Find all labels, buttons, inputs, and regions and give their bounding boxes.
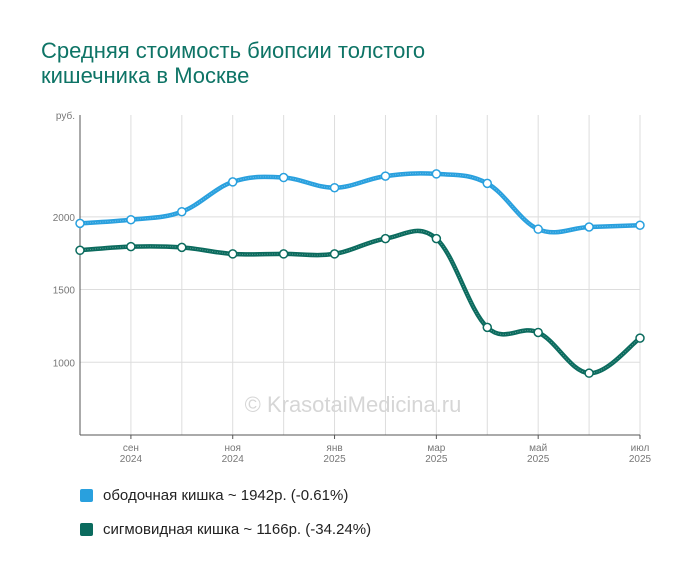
data-point <box>482 178 493 189</box>
x-tick-label-month: ноя <box>224 443 241 454</box>
data-point <box>533 224 543 234</box>
x-tick-label-month: сен <box>123 443 139 454</box>
data-point <box>177 206 187 217</box>
data-point <box>329 182 340 193</box>
data-point <box>533 327 543 338</box>
x-tick-label-month: май <box>529 443 547 454</box>
legend: ободочная кишка ~ 1942р. (-0.61%) сигмов… <box>80 484 371 552</box>
y-tick-label: 2000 <box>53 213 76 224</box>
x-tick-label-year: 2025 <box>425 454 448 465</box>
data-point <box>329 249 340 259</box>
data-point <box>227 177 238 187</box>
data-point <box>635 333 645 343</box>
y-tick-label: 1500 <box>53 286 76 297</box>
series-line <box>77 228 643 376</box>
data-point <box>278 172 289 183</box>
series-line-texture <box>79 230 641 374</box>
legend-swatch-sigmoid <box>80 522 93 536</box>
data-point <box>584 222 594 232</box>
data-point <box>380 233 391 244</box>
y-tick-label: 1000 <box>53 358 76 369</box>
legend-item-colon[interactable]: ободочная кишка ~ 1942р. (-0.61%) <box>80 484 371 506</box>
data-point <box>278 249 289 259</box>
chart-title-line-1: Средняя стоимость биопсии толстого <box>41 38 426 63</box>
data-point <box>584 368 594 378</box>
data-point <box>126 214 136 225</box>
x-tick-label-year: 2025 <box>323 454 346 465</box>
x-tick-label-month: янв <box>326 443 342 454</box>
series-line <box>77 171 643 235</box>
legend-item-sigmoid[interactable]: сигмовидная кишка ~ 1166р. (-34.24%) <box>80 518 371 540</box>
x-tick-label-year: 2025 <box>527 454 550 465</box>
legend-label-colon: ободочная кишка ~ 1942р. (-0.61%) <box>103 486 349 504</box>
data-point <box>431 169 442 179</box>
data-point <box>635 220 645 231</box>
data-point <box>75 218 85 229</box>
data-point <box>227 249 238 259</box>
y-axis-unit-label: руб. <box>56 110 75 122</box>
legend-label-sigmoid: сигмовидная кишка ~ 1166р. (-34.24%) <box>103 520 372 538</box>
x-tick-label-year: 2025 <box>629 454 652 465</box>
data-point <box>431 233 442 244</box>
x-tick-label-month: июл <box>631 443 650 454</box>
x-tick-label-year: 2024 <box>120 454 143 465</box>
x-tick-label-year: 2024 <box>222 454 245 465</box>
data-point <box>380 171 391 181</box>
data-point <box>177 242 187 253</box>
series-sigmoid <box>75 228 645 378</box>
x-tick-label-month: мар <box>427 443 445 454</box>
chart-title: Средняя стоимость биопсии толстого кишеч… <box>41 38 561 88</box>
legend-swatch-colon <box>80 488 93 502</box>
series-colon <box>75 169 645 235</box>
data-point <box>75 245 85 256</box>
watermark: © KrasotaiMedicina.ru <box>245 392 462 417</box>
data-point <box>126 241 136 252</box>
chart-title-line-2: кишечника в Москве <box>41 63 250 88</box>
data-point <box>482 322 493 333</box>
